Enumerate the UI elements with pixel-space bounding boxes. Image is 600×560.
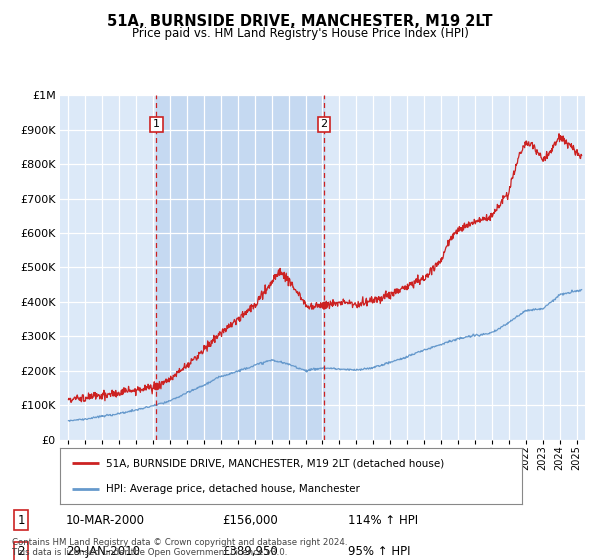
Text: £389,950: £389,950 [222, 545, 278, 558]
Text: 1: 1 [153, 119, 160, 129]
Text: £156,000: £156,000 [222, 514, 278, 526]
Bar [157, 95, 324, 440]
Text: 2: 2 [17, 545, 25, 558]
Text: Price paid vs. HM Land Registry's House Price Index (HPI): Price paid vs. HM Land Registry's House … [131, 27, 469, 40]
Text: 51A, BURNSIDE DRIVE, MANCHESTER, M19 2LT (detached house): 51A, BURNSIDE DRIVE, MANCHESTER, M19 2LT… [106, 458, 445, 468]
Text: 2: 2 [320, 119, 328, 129]
Text: Contains HM Land Registry data © Crown copyright and database right 2024.
This d: Contains HM Land Registry data © Crown c… [12, 538, 347, 557]
Text: 114% ↑ HPI: 114% ↑ HPI [348, 514, 418, 526]
Text: 1: 1 [17, 514, 25, 526]
Text: 51A, BURNSIDE DRIVE, MANCHESTER, M19 2LT: 51A, BURNSIDE DRIVE, MANCHESTER, M19 2LT [107, 14, 493, 29]
Text: HPI: Average price, detached house, Manchester: HPI: Average price, detached house, Manc… [106, 484, 360, 494]
Text: 10-MAR-2000: 10-MAR-2000 [66, 514, 145, 526]
Text: 29-JAN-2010: 29-JAN-2010 [66, 545, 140, 558]
Text: 95% ↑ HPI: 95% ↑ HPI [348, 545, 410, 558]
